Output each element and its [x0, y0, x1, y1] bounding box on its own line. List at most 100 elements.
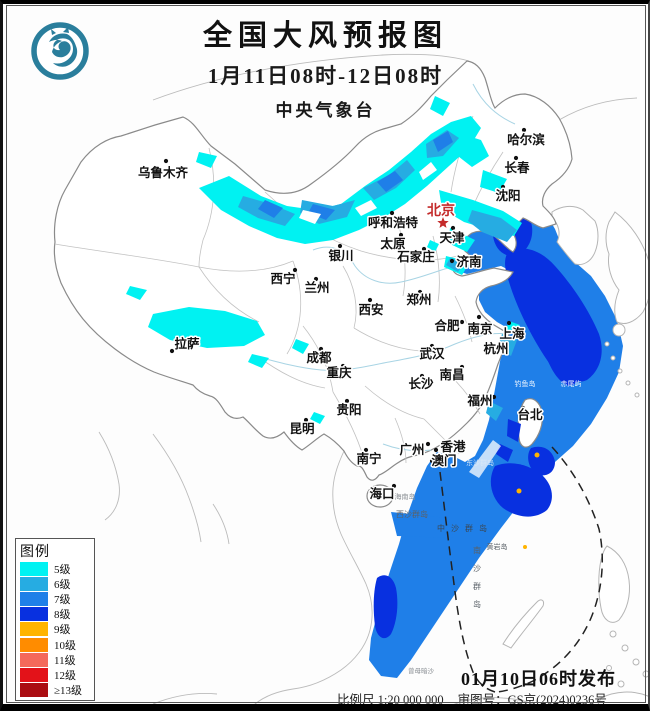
sea-label: 黄岩岛: [487, 542, 508, 551]
legend-label: 7级: [54, 593, 71, 606]
city-label: 重庆: [326, 365, 352, 380]
city-dot: [449, 258, 455, 264]
city-label: 太原: [380, 236, 406, 251]
city-label: 香港: [439, 439, 466, 454]
legend-row: 12级: [20, 667, 94, 682]
legend-row: 5级: [20, 561, 94, 576]
city-dot: [521, 127, 527, 133]
legend-swatch: [20, 652, 48, 667]
legend-label: 10级: [54, 639, 76, 652]
legend-label: 5级: [54, 563, 71, 576]
strait-wind-8: [507, 419, 521, 442]
city-dot: [398, 232, 404, 238]
city-dot: [476, 314, 482, 320]
city-label: 银川: [328, 248, 353, 263]
city-dot: [417, 289, 423, 295]
legend-row: 11级: [20, 652, 94, 667]
city-dot: [491, 394, 497, 400]
sea-wind-9-specks: [516, 452, 540, 549]
foreign-coastlines: [98, 53, 648, 704]
city-dot: [340, 363, 346, 369]
capital-star-icon: [437, 217, 449, 228]
legend-label: ≥13级: [54, 685, 83, 698]
legend-label: 9级: [54, 624, 71, 637]
sea-label: 东沙群岛: [466, 458, 494, 467]
city-label: 乌鲁木齐: [138, 165, 189, 180]
city-dot: [391, 483, 397, 489]
city-label: 武汉: [419, 346, 445, 361]
city-dot: [506, 320, 512, 326]
city-label: 南昌: [439, 367, 464, 382]
legend-row: ≥13级: [20, 683, 94, 698]
legend-row: 9级: [20, 622, 94, 637]
city-label: 呼和浩特: [368, 215, 419, 230]
legend-row: 7级: [20, 591, 94, 606]
city-dot: [163, 158, 169, 164]
city-label: 兰州: [304, 280, 329, 295]
scale-text: 比例尺 1:20 000 000: [337, 693, 444, 707]
legend-row: 10级: [20, 637, 94, 652]
city-label: 南宁: [356, 451, 381, 466]
city-label: 石家庄: [396, 249, 435, 264]
legend-title: 图例: [20, 545, 50, 560]
city-label: 贵阳: [336, 402, 361, 417]
city-label: 上海: [499, 326, 525, 341]
legend-label: 8级: [54, 609, 71, 622]
legend-swatch: [20, 667, 48, 682]
city-dot: [503, 342, 509, 348]
city-dot: [313, 276, 319, 282]
land-wind-7-patches: [258, 131, 453, 220]
publish-time: 01月10日06时发布: [461, 669, 616, 689]
city-dot: [421, 246, 427, 252]
legend-swatch: [20, 607, 48, 622]
legend-row: 8级: [20, 607, 94, 622]
legend-swatch: [20, 591, 48, 606]
city-dot: [433, 447, 439, 453]
city-dot: [429, 458, 435, 464]
legend-label: 11级: [54, 654, 76, 667]
city-label: 天津: [439, 230, 465, 245]
city-dot: [513, 155, 519, 161]
legend-row: 6级: [20, 576, 94, 591]
city-label: 济南: [456, 254, 482, 269]
city-label: 南京: [467, 321, 493, 336]
legend-swatch: [20, 683, 48, 698]
city-dot: [389, 210, 395, 216]
cma-dragon-logo-icon: [31, 22, 89, 80]
city-label: 长春: [504, 160, 530, 175]
city-label: 西安: [358, 302, 383, 317]
band-gaps: [299, 162, 501, 478]
city-label: 台北: [517, 407, 543, 422]
city-label: 沈阳: [495, 188, 520, 203]
city-dot: [292, 267, 298, 273]
city-label: 拉萨: [174, 336, 200, 351]
city-label: 北京: [427, 202, 455, 219]
city-dot: [344, 398, 350, 404]
city-dot: [367, 297, 373, 303]
city-label: 澳门: [431, 453, 456, 468]
city-label: 杭州: [483, 341, 508, 356]
legend-swatch: [20, 637, 48, 652]
legend: 图例 5级 6级 7级 8级 9级 10级 11级 12级 ≥13级: [15, 538, 95, 701]
city-dot: [450, 225, 456, 231]
city-label: 福州: [466, 393, 492, 408]
city-label: 哈尔滨: [507, 132, 545, 147]
city-label: 西宁: [270, 271, 295, 286]
city-label: 海口: [369, 486, 394, 501]
city-dot: [419, 373, 425, 379]
legend-label: 12级: [54, 669, 76, 682]
city-label: 合肥: [434, 318, 460, 333]
city-label: 郑州: [406, 292, 431, 307]
nine-dash-line: [439, 446, 603, 693]
city-dot: [459, 364, 465, 370]
sea-label: 南沙群岛: [473, 545, 482, 618]
sea-label: 海南岛: [395, 492, 416, 501]
city-dot: [425, 441, 431, 447]
legend-swatch: [20, 561, 48, 576]
legend-swatch: [20, 576, 48, 591]
city-label: 昆明: [289, 421, 314, 436]
city-dot: [520, 405, 526, 411]
sea-label: 曾母暗沙: [408, 666, 435, 675]
